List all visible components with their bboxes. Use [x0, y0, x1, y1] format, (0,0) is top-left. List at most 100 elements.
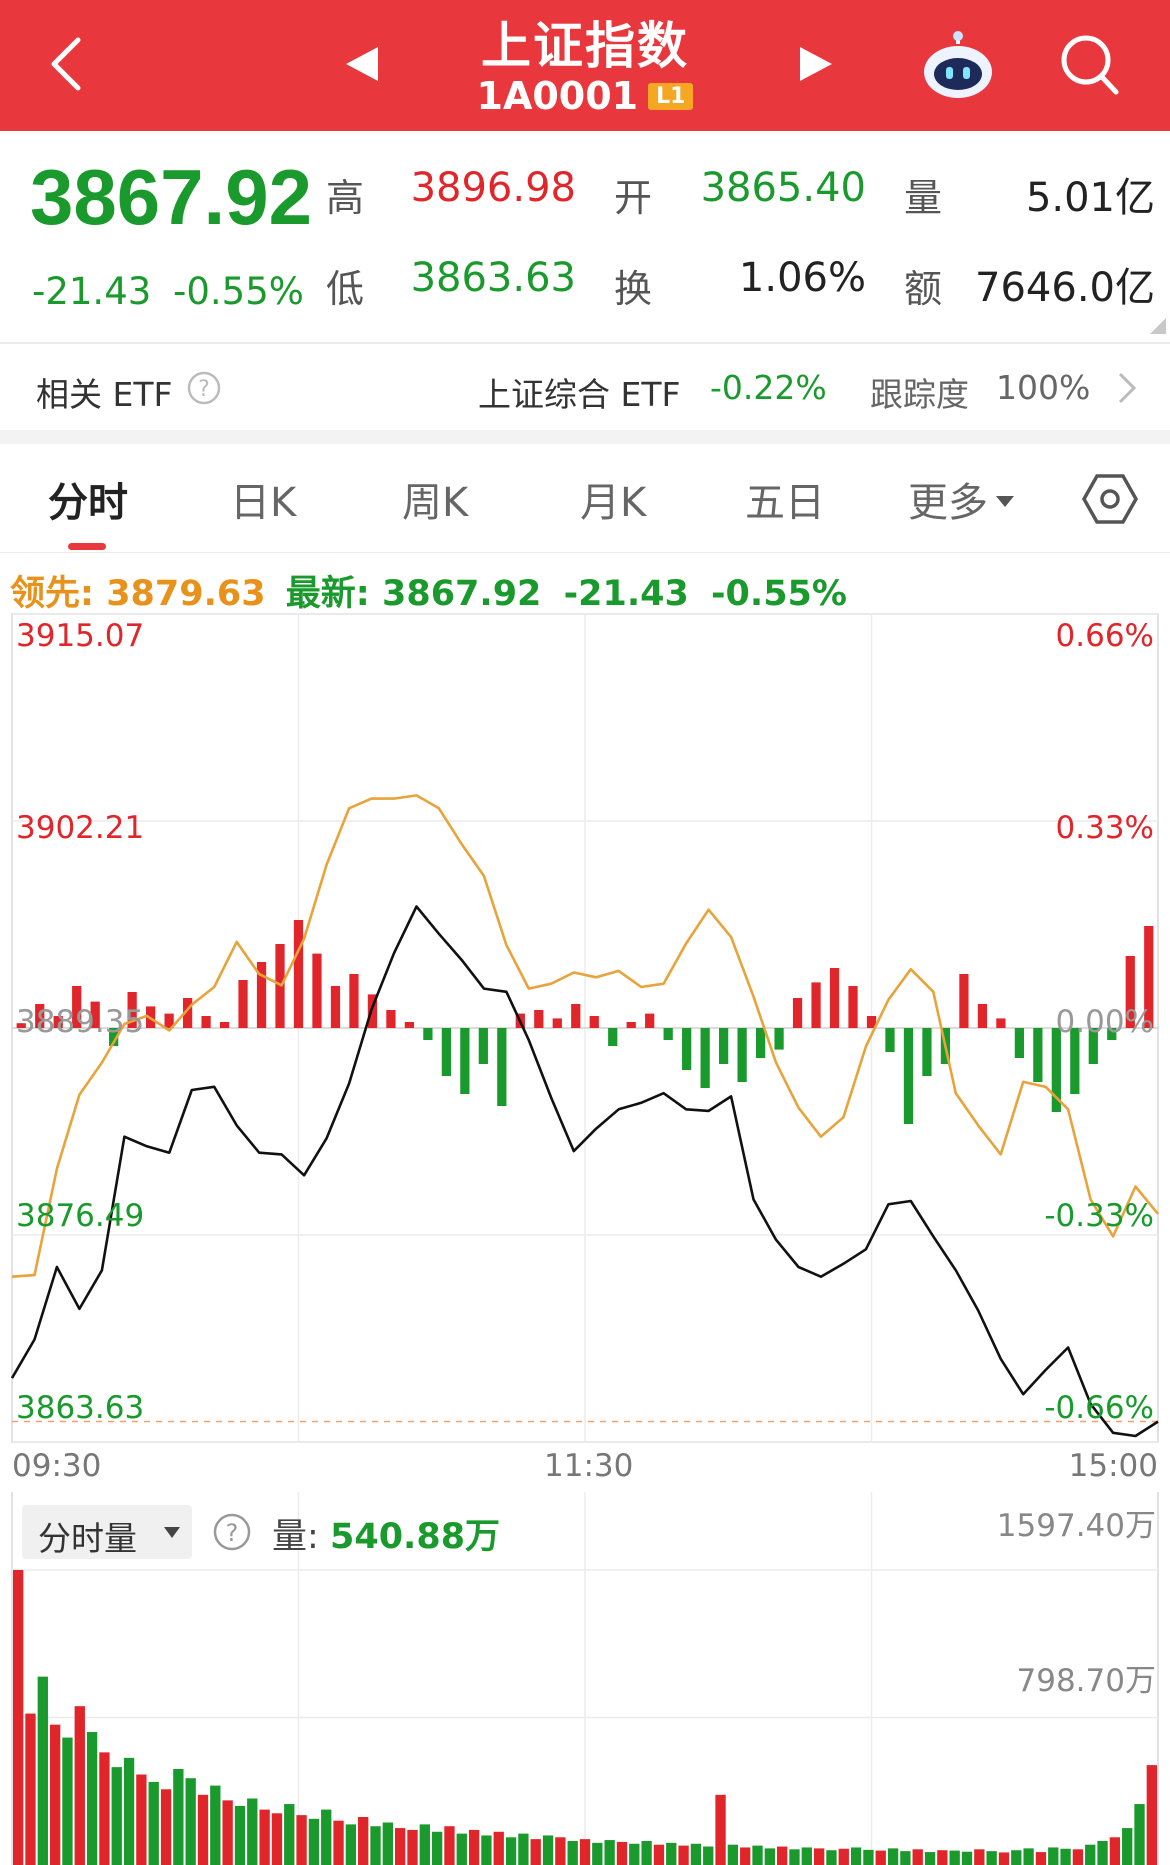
- help-icon[interactable]: ?: [212, 1512, 252, 1552]
- tab-weekly-k[interactable]: 周K: [402, 480, 469, 526]
- lead-latest-bar: 领先: 3879.63 最新: 3867.92 -21.43 -0.55%: [10, 565, 847, 616]
- turnover-value: 1.06%: [738, 255, 866, 301]
- momentum-bar: [737, 1028, 747, 1082]
- momentum-bar: [645, 1013, 655, 1028]
- etf-name[interactable]: 上证综合 ETF: [478, 375, 681, 414]
- volume-bar: [1011, 1850, 1022, 1865]
- divider: [0, 552, 1170, 553]
- volume-bar: [160, 1789, 172, 1865]
- volume-bar: [727, 1844, 739, 1865]
- momentum-bar: [755, 1028, 766, 1058]
- robot-assistant-icon[interactable]: [920, 30, 996, 102]
- volume-bar: [456, 1833, 467, 1865]
- intraday-chart[interactable]: [0, 612, 1170, 1447]
- tab-intraday[interactable]: 分时: [48, 480, 128, 526]
- lead-label: 领先:: [10, 574, 94, 614]
- momentum-bar: [367, 994, 378, 1028]
- momentum-bar: [201, 1016, 211, 1028]
- volume-bar: [86, 1732, 98, 1865]
- volume-bar: [875, 1850, 886, 1865]
- current-price: 3867.92: [30, 153, 312, 241]
- volume-bar: [764, 1848, 775, 1865]
- volume-bar: [555, 1837, 566, 1865]
- volume-bar: [1122, 1828, 1133, 1865]
- momentum-bar: [164, 1013, 174, 1028]
- volume-bar: [604, 1840, 615, 1865]
- volume-bar: [468, 1829, 480, 1865]
- tab-five-day[interactable]: 五日: [745, 480, 825, 526]
- momentum-bar: [478, 1028, 488, 1064]
- volume-chart[interactable]: [0, 1492, 1170, 1865]
- volume-bar: [629, 1843, 640, 1865]
- momentum-bar: [238, 980, 248, 1028]
- volume-grid: [12, 1492, 1158, 1865]
- tab-more[interactable]: 更多: [908, 470, 1016, 528]
- price-lines: [10, 794, 1160, 1438]
- volume-bar: [148, 1781, 159, 1865]
- momentum-bar: [1125, 956, 1135, 1028]
- volume-bar: [1035, 1852, 1047, 1865]
- y-left-tick: 3902.21: [16, 810, 145, 846]
- open-label: 开: [614, 176, 653, 220]
- volume-bar: [419, 1824, 430, 1865]
- tab-more-label: 更多: [908, 480, 988, 526]
- volume-bar: [123, 1757, 135, 1865]
- volume-bar: [567, 1840, 578, 1865]
- prev-arrow-icon[interactable]: [342, 45, 382, 83]
- section-gap: [0, 430, 1170, 444]
- volume-bar: [530, 1839, 541, 1865]
- tab-daily-k[interactable]: 日K: [230, 480, 297, 526]
- back-icon[interactable]: [46, 36, 86, 92]
- settings-icon[interactable]: [1082, 473, 1138, 525]
- momentum-bar: [774, 1028, 784, 1050]
- volume-bar: [247, 1798, 258, 1865]
- price-change: -21.43: [32, 270, 152, 313]
- momentum-bar: [330, 986, 341, 1028]
- volume-bar: [801, 1847, 812, 1865]
- tab-monthly-k[interactable]: 月K: [580, 480, 647, 526]
- momentum-bar: [848, 986, 858, 1028]
- momentum-bar: [182, 998, 193, 1028]
- low-label: 低: [326, 267, 365, 311]
- volume-bar: [678, 1845, 689, 1865]
- volume-bar: [358, 1816, 369, 1865]
- volume-bar: [173, 1768, 184, 1865]
- momentum-bar: [312, 953, 322, 1028]
- momentum-bar: [1033, 1028, 1043, 1082]
- svg-text:?: ?: [198, 377, 210, 402]
- momentum-bar: [1088, 1028, 1098, 1064]
- next-arrow-icon[interactable]: [796, 45, 836, 83]
- volume-bar: [752, 1845, 763, 1865]
- volume-bar: [74, 1706, 85, 1865]
- volume-bar: [592, 1842, 603, 1865]
- momentum-bar: [534, 1010, 544, 1028]
- volume-bar: [284, 1804, 295, 1865]
- volume-bar: [62, 1737, 73, 1865]
- etf-label: 相关 ETF: [36, 375, 173, 414]
- volume-bar: [703, 1846, 714, 1865]
- volume-type-select[interactable]: 分时量: [22, 1505, 192, 1559]
- expand-corner-icon[interactable]: [1150, 318, 1166, 334]
- related-etf[interactable]: 相关 ETF: [36, 368, 172, 416]
- amount-label: 额: [904, 267, 943, 311]
- latest-label: 最新:: [285, 574, 370, 614]
- momentum-bar: [792, 998, 803, 1028]
- volume-bar: [715, 1794, 726, 1865]
- volume-bar: [222, 1800, 233, 1865]
- volume-bar: [345, 1824, 357, 1865]
- y-right-tick: 0.66%: [1055, 618, 1154, 654]
- volume-type-label: 分时量: [38, 1519, 137, 1558]
- momentum-bar: [903, 1028, 914, 1124]
- volume-bar: [1085, 1844, 1096, 1865]
- volume-bar: [210, 1785, 221, 1865]
- volume-bar: [641, 1840, 652, 1865]
- chevron-right-icon[interactable]: [1116, 370, 1138, 406]
- latest-change-pct: -0.55%: [711, 574, 847, 614]
- volume-label: 量: [904, 176, 943, 220]
- search-icon[interactable]: [1058, 32, 1122, 98]
- momentum-bar: [552, 1018, 562, 1028]
- volume-bar: [333, 1820, 344, 1865]
- help-icon[interactable]: ?: [186, 370, 222, 406]
- volume-bar: [518, 1833, 529, 1865]
- divider: [0, 342, 1170, 344]
